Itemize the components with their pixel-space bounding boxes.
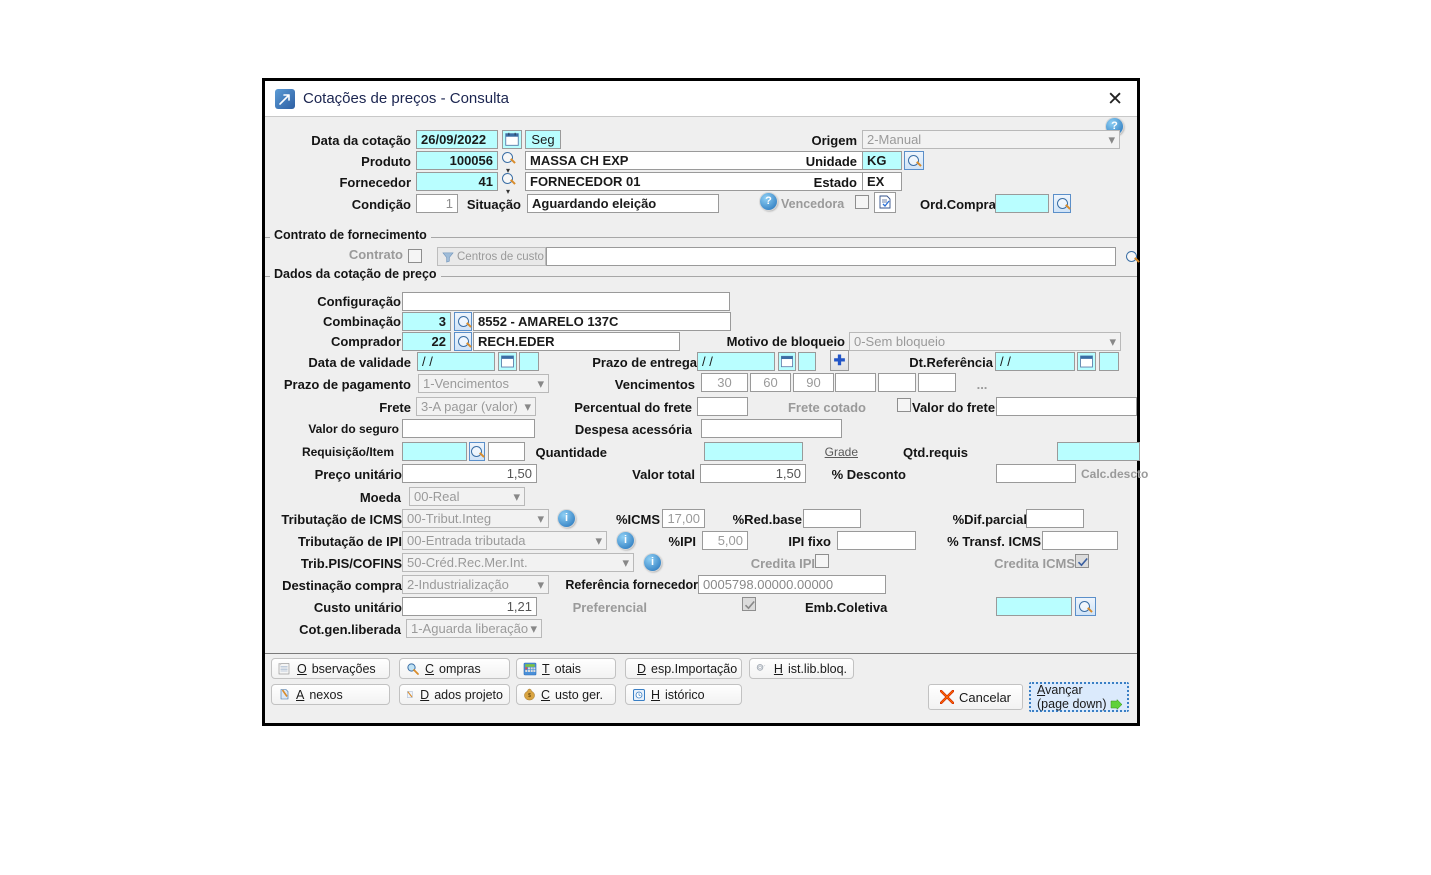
svg-text:$: $ bbox=[528, 692, 531, 698]
